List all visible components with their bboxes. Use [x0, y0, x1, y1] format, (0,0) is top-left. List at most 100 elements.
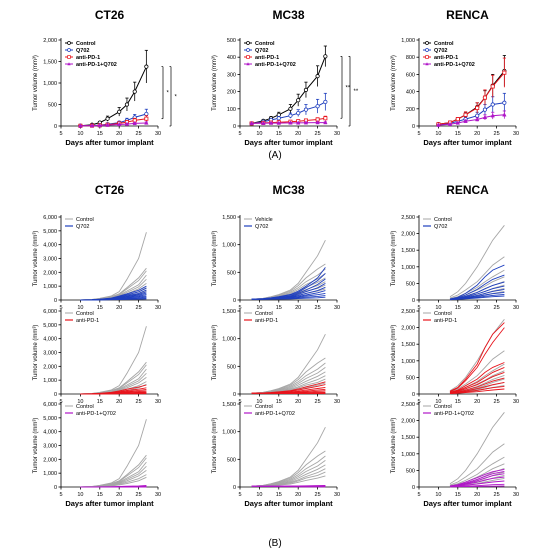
data-point	[463, 112, 468, 117]
legend-marker	[246, 48, 250, 52]
y-tick-label: 800	[406, 55, 415, 61]
series-anti-pd-1-q702	[78, 120, 149, 128]
legend-label: Control	[434, 404, 452, 410]
x-tick-label: 30	[513, 305, 519, 311]
x-tick-label: 20	[295, 399, 301, 405]
x-tick-label: 30	[155, 131, 161, 137]
y-tick-label: 2,000	[43, 457, 57, 463]
y-tick-label: 2,000	[43, 270, 57, 276]
y-tick-label: 1,000	[401, 38, 415, 44]
x-tick-label: 25	[315, 305, 321, 311]
legend-label: anti-PD-1+Q702	[434, 411, 474, 417]
control-line	[449, 269, 505, 300]
data-point	[323, 54, 328, 59]
y-tick-label: 4,000	[43, 337, 57, 343]
treatment-line	[251, 485, 326, 488]
treatment-line	[449, 366, 505, 394]
legend-marker	[425, 62, 429, 66]
control-lines	[251, 426, 326, 487]
legend-label: anti-PD-1+Q702	[255, 411, 295, 417]
y-axis-label: Tumor volume (mm³)	[33, 418, 39, 474]
data-point	[482, 107, 488, 112]
y-axis-label: Tumor volume (mm³)	[391, 55, 397, 111]
legend-label: Q702	[434, 224, 447, 230]
y-tick-label: 3,000	[43, 351, 57, 357]
legend-marker	[425, 55, 429, 59]
data-point	[303, 120, 309, 125]
data-point	[303, 87, 309, 92]
x-tick-label: 10	[77, 131, 83, 137]
x-tick-label: 30	[334, 131, 340, 137]
chart-title: CT26	[95, 183, 125, 197]
legend-label: Control	[255, 404, 273, 410]
legend-marker	[67, 41, 71, 45]
x-tick-label: 30	[155, 492, 161, 498]
x-tick-label: 30	[513, 492, 519, 498]
y-axis-label: Tumor volume (mm³)	[391, 325, 397, 381]
x-tick-label: 10	[435, 399, 441, 405]
x-tick-label: 10	[77, 305, 83, 311]
data-point	[276, 116, 281, 121]
y-tick-label: 5,000	[43, 229, 57, 235]
y-axis-label: Tumor volume (mm³)	[212, 325, 218, 381]
x-tick-label: 5	[59, 305, 62, 311]
y-tick-label: 300	[227, 72, 236, 78]
data-point	[490, 113, 495, 118]
y-tick-label: 1,500	[401, 342, 415, 348]
x-tick-label: 20	[474, 131, 480, 137]
data-point	[144, 120, 149, 125]
data-point	[288, 106, 293, 111]
data-point	[502, 70, 507, 75]
x-tick-label: 30	[513, 399, 519, 405]
x-tick-label: 25	[494, 305, 500, 311]
y-tick-label: 500	[227, 364, 236, 370]
treatment-line	[449, 362, 505, 393]
x-tick-label: 15	[276, 305, 282, 311]
data-point	[502, 112, 507, 117]
y-tick-label: 1,000	[43, 284, 57, 290]
y-tick-label: 2,500	[401, 402, 415, 408]
y-axis-label: Tumor volume (mm³)	[33, 231, 39, 287]
y-tick-label: 1,000	[222, 430, 236, 436]
legend-label: anti-PD-1+Q702	[434, 62, 475, 68]
y-tick-label: 5,000	[43, 323, 57, 329]
data-point	[249, 120, 254, 126]
x-tick-label: 15	[97, 492, 103, 498]
x-tick-label: 10	[77, 399, 83, 405]
x-tick-label: 25	[494, 399, 500, 405]
treatment-lines	[80, 485, 147, 488]
x-tick-label: 5	[417, 131, 420, 137]
chart-b-11: 0 500 1,000 1,500 2,000 2,500 5 10 15 20 25 30 Tumor…	[391, 402, 519, 508]
panel-a-label: (A)	[268, 150, 281, 161]
legend-marker	[246, 41, 250, 45]
data-point	[296, 98, 301, 103]
series-line	[438, 70, 505, 125]
x-tick-label: 30	[334, 305, 340, 311]
legend-marker	[246, 62, 250, 66]
legend-label: anti-PD-1	[255, 55, 279, 61]
legend-label: Control	[76, 41, 96, 47]
legend-marker	[67, 55, 71, 59]
chart-b-9: 0 1,000 2,000 3,000 4,000 5,000 6,000 5 10 15 20 25…	[33, 402, 161, 508]
x-axis-label: Days after tumor implant	[65, 499, 154, 508]
y-tick-label: 200	[227, 90, 236, 96]
x-tick-label: 5	[59, 131, 62, 137]
x-tick-label: 15	[276, 399, 282, 405]
data-point	[144, 64, 149, 69]
x-tick-label: 15	[97, 131, 103, 137]
control-line	[449, 456, 505, 487]
data-point	[124, 102, 130, 107]
y-tick-label: 400	[406, 90, 415, 96]
x-tick-label: 5	[238, 492, 241, 498]
y-axis-label: Tumor volume (mm³)	[212, 418, 218, 474]
legend-label: Q702	[434, 48, 447, 54]
data-point	[482, 114, 488, 120]
legend-label: Q702	[255, 224, 268, 230]
legend-label: anti-PD-1	[76, 318, 99, 324]
chart-b-4: MC38 0 500 1,000 1,500 5 10 15 20 25 30 Tumor volum…	[212, 183, 340, 311]
